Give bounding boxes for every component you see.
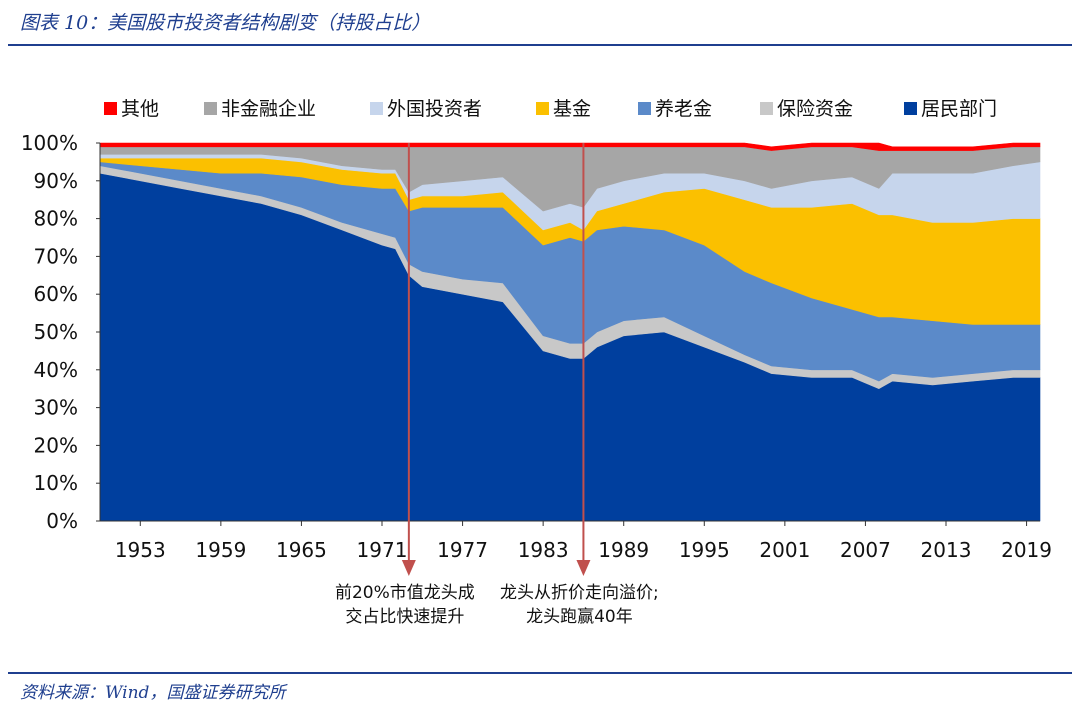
x-tick-label: 1953: [115, 538, 166, 562]
legend-swatch: [204, 102, 217, 115]
x-tick-label: 1965: [276, 538, 327, 562]
source-rule: [8, 672, 1072, 674]
y-tick-label: 30%: [34, 396, 78, 420]
source-note: 资料来源：Wind，国盛证券研究所: [20, 683, 286, 703]
x-tick-label: 1989: [598, 538, 649, 562]
annotation-text: 龙头从折价走向溢价;: [500, 583, 659, 603]
x-tick-label: 1977: [437, 538, 488, 562]
y-tick-label: 90%: [34, 169, 78, 193]
annotation-text: 龙头跑赢40年: [526, 607, 633, 627]
legend-swatch: [904, 102, 917, 115]
x-tick-label: 1959: [195, 538, 246, 562]
x-tick-label: 2007: [840, 538, 891, 562]
legend-label: 外国投资者: [387, 98, 482, 120]
y-tick-label: 0%: [46, 509, 78, 533]
legend-swatch: [536, 102, 549, 115]
x-tick-label: 2019: [1001, 538, 1052, 562]
x-tick-label: 1995: [679, 538, 730, 562]
legend-swatch: [104, 102, 117, 115]
legend-label: 其他: [121, 98, 159, 120]
legend-label: 保险资金: [777, 98, 853, 120]
annotation-text: 前20%市值龙头成: [335, 583, 475, 603]
x-tick-label: 2001: [759, 538, 810, 562]
y-tick-label: 20%: [34, 433, 78, 457]
legend-label: 居民部门: [921, 98, 997, 120]
annotation-text: 交占比快速提升: [345, 607, 464, 627]
y-tick-label: 50%: [34, 320, 78, 344]
x-tick-label: 2013: [921, 538, 972, 562]
y-tick-label: 80%: [34, 207, 78, 231]
legend-swatch: [638, 102, 651, 115]
legend-swatch: [370, 102, 383, 115]
legend-label: 基金: [553, 98, 591, 120]
y-tick-label: 40%: [34, 358, 78, 382]
title-rule: [8, 44, 1072, 46]
legend-label: 养老金: [655, 98, 712, 120]
x-tick-label: 1971: [357, 538, 408, 562]
y-tick-label: 70%: [34, 244, 78, 268]
annotation-arrow-head: [576, 560, 591, 576]
legend-swatch: [760, 102, 773, 115]
legend-label: 非金融企业: [221, 98, 316, 120]
annotation-arrow-head: [401, 560, 416, 576]
x-tick-label: 1983: [518, 538, 569, 562]
y-tick-label: 100%: [21, 131, 78, 155]
y-tick-label: 60%: [34, 282, 78, 306]
y-tick-label: 10%: [34, 471, 78, 495]
figure-title: 图表 10：美国股市投资者结构剧变（持股占比）: [20, 12, 431, 34]
